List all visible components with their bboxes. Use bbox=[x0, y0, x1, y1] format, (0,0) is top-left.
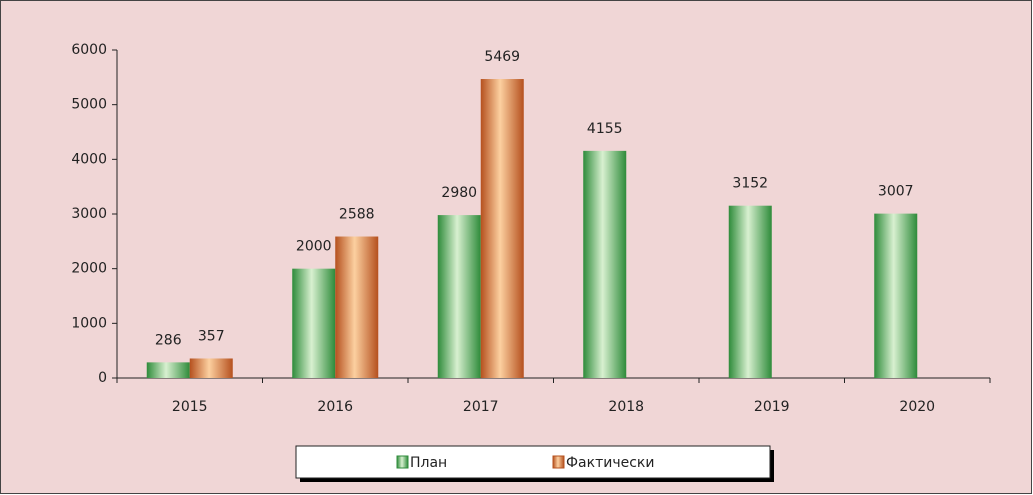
bar bbox=[728, 205, 772, 378]
x-tick-label: 2018 bbox=[608, 399, 644, 415]
bar bbox=[583, 150, 627, 378]
bar bbox=[437, 215, 481, 378]
value-label: 3007 bbox=[878, 184, 914, 200]
bar bbox=[146, 362, 190, 378]
value-label: 4155 bbox=[587, 121, 623, 137]
legend-label: План bbox=[410, 455, 447, 471]
value-label: 286 bbox=[155, 332, 182, 348]
x-tick-label: 2016 bbox=[317, 399, 353, 415]
bar bbox=[189, 358, 233, 378]
y-tick-label: 4000 bbox=[71, 151, 107, 167]
x-tick-label: 2015 bbox=[172, 399, 208, 415]
legend-swatch bbox=[552, 455, 565, 469]
x-tick-label: 2019 bbox=[754, 399, 790, 415]
y-tick-label: 1000 bbox=[71, 315, 107, 331]
value-label: 2000 bbox=[296, 239, 332, 255]
value-label: 2980 bbox=[441, 185, 477, 201]
value-label: 357 bbox=[198, 328, 225, 344]
legend bbox=[295, 445, 771, 479]
bar bbox=[874, 213, 918, 378]
legend-label: Фактически bbox=[566, 455, 654, 471]
x-tick-label: 2017 bbox=[463, 399, 499, 415]
y-tick-label: 5000 bbox=[71, 97, 107, 113]
value-label: 2588 bbox=[339, 207, 375, 223]
y-tick-label: 6000 bbox=[71, 42, 107, 58]
y-tick-label: 3000 bbox=[71, 206, 107, 222]
bar bbox=[480, 79, 524, 378]
legend-swatch bbox=[396, 455, 409, 469]
value-label: 3152 bbox=[732, 176, 768, 192]
bar bbox=[335, 236, 379, 378]
bar bbox=[292, 268, 336, 378]
y-tick-label: 2000 bbox=[71, 261, 107, 277]
value-label: 5469 bbox=[484, 49, 520, 65]
y-tick-label: 0 bbox=[98, 370, 107, 386]
x-tick-label: 2020 bbox=[899, 399, 935, 415]
